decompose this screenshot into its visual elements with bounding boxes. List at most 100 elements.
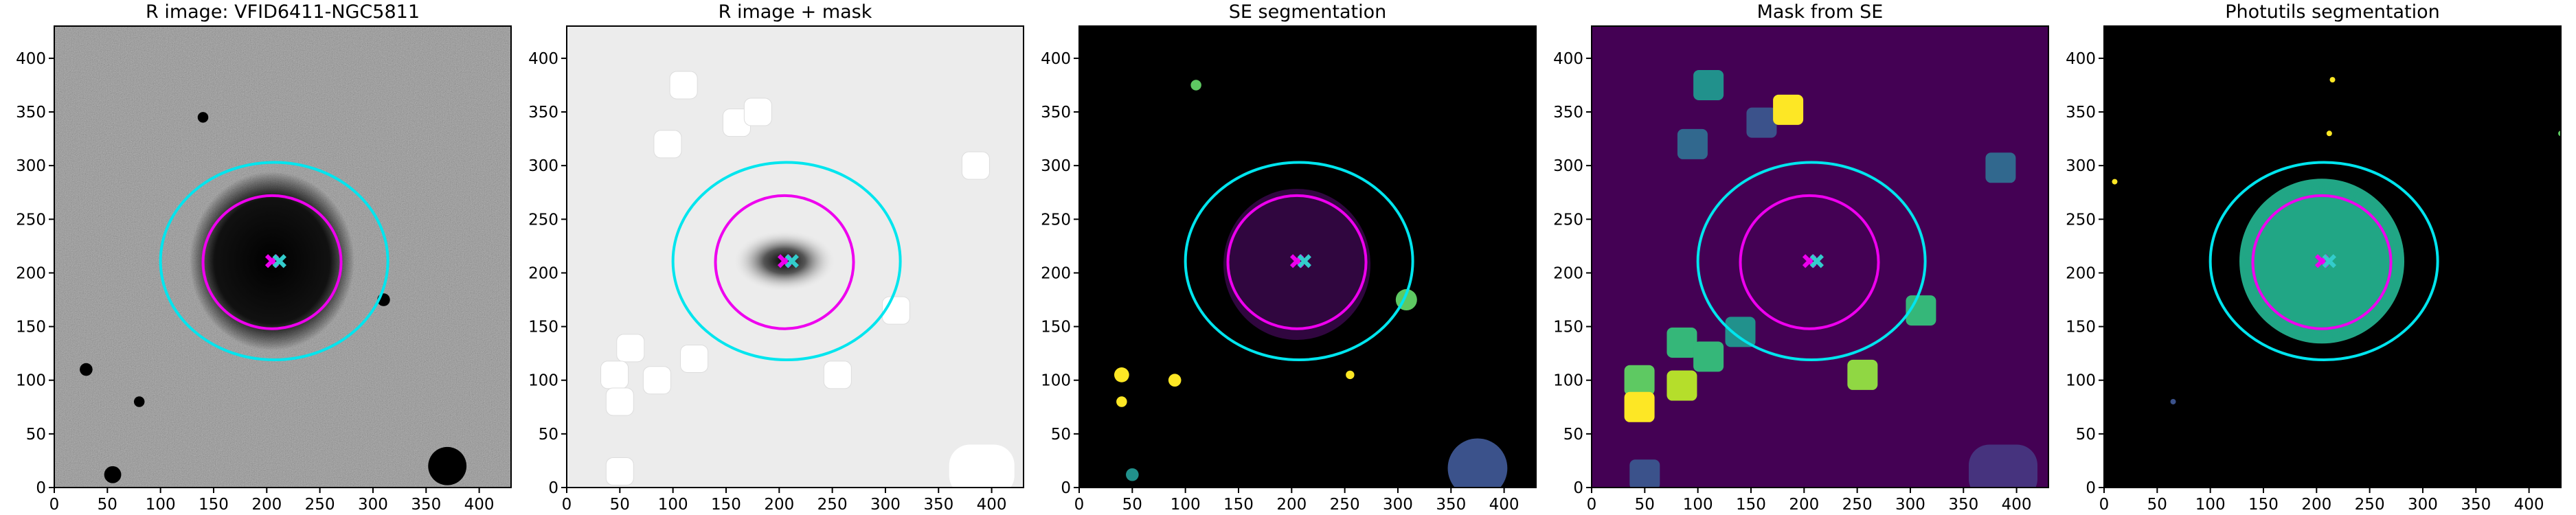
x-tick-label: 100: [658, 496, 688, 514]
aperture: [159, 161, 389, 362]
mask-patch: [1693, 69, 1724, 100]
mask-patch: [669, 71, 698, 100]
x-tick-label: 400: [2514, 496, 2544, 514]
mask-patch: [1677, 128, 1708, 159]
x-tick-label: 400: [977, 496, 1007, 514]
aperture: [2251, 194, 2393, 330]
y-tick-label: 250: [528, 211, 558, 229]
aperture: [2208, 161, 2439, 362]
y-tick-label: 100: [16, 372, 46, 390]
y-tick-label: 0: [2086, 479, 2096, 497]
y-tick-label: 100: [2066, 372, 2096, 390]
y-tick-label: 200: [528, 264, 558, 282]
y-tick-label: 400: [2066, 50, 2096, 68]
center-marker: [272, 254, 286, 268]
y-tick-label: 100: [1553, 372, 1583, 390]
y-tick-label: 50: [2076, 426, 2096, 444]
x-tick-label: 0: [2099, 496, 2110, 514]
y-tick-label: 50: [539, 426, 558, 444]
segment: [1447, 438, 1508, 488]
segment: [1126, 468, 1139, 481]
image-panel: [1079, 26, 1536, 488]
y-tick-label: 50: [1563, 426, 1583, 444]
mask-patch: [961, 151, 990, 180]
x-tick-label: 350: [923, 496, 953, 514]
panel-title: SE segmentation: [1229, 1, 1386, 23]
center-marker: [1809, 254, 1824, 268]
panel-title: R image: VFID6411-NGC5811: [146, 1, 420, 23]
x-tick-label: 350: [1948, 496, 1978, 514]
image-panel: [567, 26, 1024, 488]
y-tick-label: 350: [1041, 104, 1071, 122]
mask-patch: [1969, 444, 2038, 488]
x-tick-label: 350: [1436, 496, 1466, 514]
axes-frame: [54, 25, 512, 488]
mask-patch: [743, 98, 772, 126]
axes-frame: [1591, 25, 2049, 488]
x-tick-label: 400: [2002, 496, 2032, 514]
aperture: [671, 161, 902, 362]
y-tick-label: 300: [2066, 157, 2096, 175]
mask-patch: [1847, 359, 1878, 390]
segment: [1116, 396, 1127, 407]
x-tick-label: 200: [251, 496, 282, 514]
x-tick-label: 300: [1895, 496, 1925, 514]
y-tick-label: 150: [528, 319, 558, 336]
mask-patch: [1629, 459, 1660, 488]
image-panel: [1592, 26, 2048, 488]
y-tick-label: 100: [528, 372, 558, 390]
y-tick-label: 150: [1553, 319, 1583, 336]
y-tick-label: 350: [16, 104, 46, 122]
x-tick-label: 150: [199, 496, 229, 514]
x-tick-label: 100: [2195, 496, 2226, 514]
x-tick-label: 150: [1223, 496, 1254, 514]
segment-halo: [2244, 183, 2399, 339]
panel-title: Mask from SE: [1757, 1, 1884, 23]
x-tick-label: 350: [2461, 496, 2491, 514]
y-tick-label: 350: [1553, 104, 1583, 122]
segment: [2170, 398, 2176, 404]
x-tick-label: 250: [1330, 496, 1360, 514]
x-tick-label: 150: [2248, 496, 2279, 514]
x-tick-label: 150: [711, 496, 741, 514]
x-tick-label: 400: [464, 496, 495, 514]
x-tick-label: 200: [2301, 496, 2331, 514]
x-tick-label: 250: [817, 496, 848, 514]
y-tick-label: 400: [1553, 50, 1583, 68]
segment: [1168, 374, 1182, 387]
y-tick-label: 300: [16, 157, 46, 175]
mask-patch: [1725, 317, 1756, 347]
x-tick-label: 0: [1587, 496, 1597, 514]
y-tick-label: 200: [1041, 264, 1071, 282]
x-tick-label: 300: [870, 496, 901, 514]
x-tick-label: 300: [1383, 496, 1413, 514]
segment: [2329, 77, 2336, 83]
y-tick-label: 400: [16, 50, 46, 68]
center-marker: [2322, 254, 2336, 268]
mask-patch: [1746, 107, 1777, 138]
image-panel: [54, 26, 511, 488]
source: [80, 363, 93, 376]
aperture: [1696, 161, 1927, 362]
center-marker: [784, 254, 799, 268]
mask-patch: [1667, 370, 1697, 401]
x-tick-label: 200: [1789, 496, 1819, 514]
mask-patch: [680, 344, 709, 373]
aperture: [1184, 161, 1414, 362]
source: [197, 112, 209, 123]
mask-patch: [949, 444, 1015, 488]
aperture: [714, 194, 855, 330]
x-tick-label: 50: [1122, 496, 1142, 514]
aperture: [201, 194, 343, 330]
aperture: [1739, 194, 1880, 330]
segment: [2326, 130, 2332, 137]
mask-patch: [605, 457, 634, 486]
y-tick-label: 150: [2066, 319, 2096, 336]
y-tick-label: 50: [1051, 426, 1071, 444]
source: [133, 396, 145, 407]
mask-patch: [1624, 391, 1655, 422]
mask-patch: [823, 360, 852, 389]
x-tick-label: 100: [146, 496, 176, 514]
segment: [2112, 179, 2118, 185]
